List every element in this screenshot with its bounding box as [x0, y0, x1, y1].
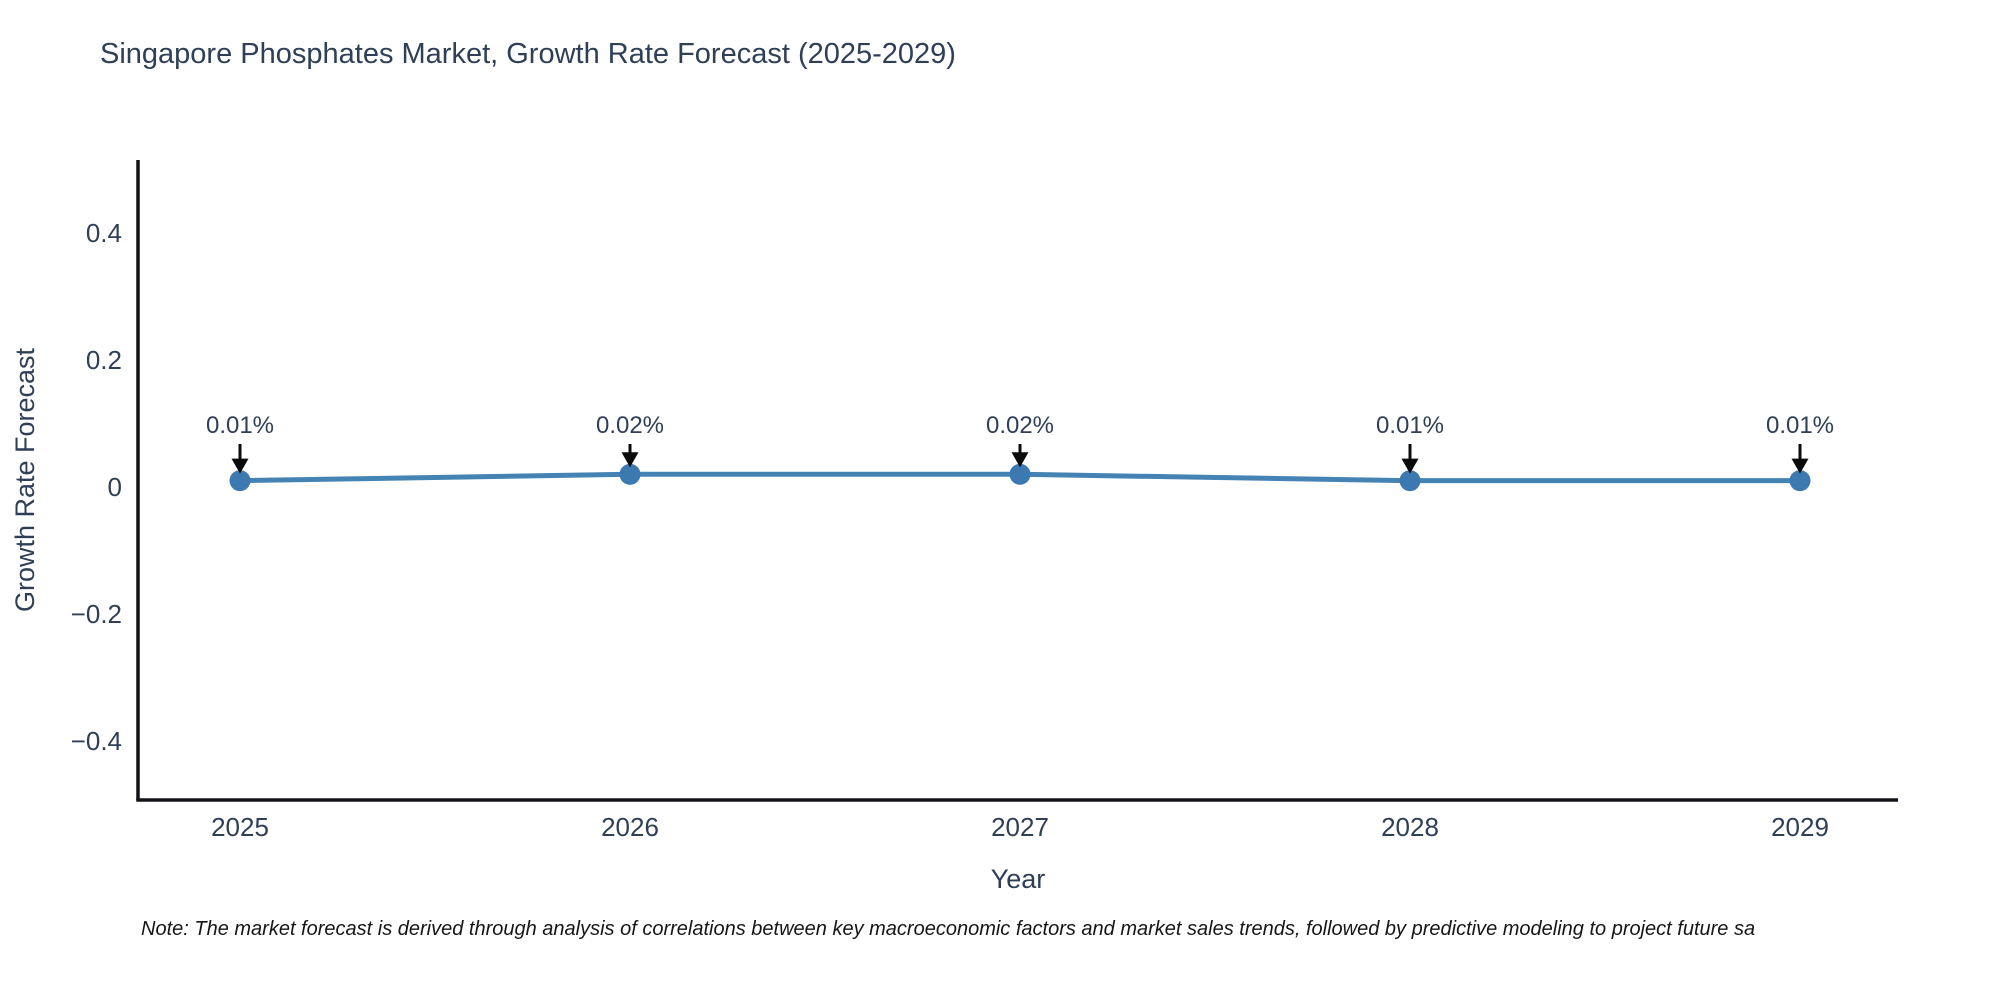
point-annotation-label: 0.02% — [986, 412, 1054, 439]
annotation-arrow-head — [1401, 458, 1419, 474]
annotation-arrow-head — [1791, 458, 1809, 474]
annotation-arrow-head — [1011, 452, 1029, 468]
x-tick-label: 2026 — [601, 812, 659, 842]
x-tick-label: 2029 — [1771, 812, 1829, 842]
x-axis-title: Year — [991, 864, 1046, 894]
point-annotation-label: 0.01% — [1766, 412, 1834, 439]
annotation-arrow-head — [231, 458, 249, 474]
data-point-marker — [229, 470, 251, 492]
x-tick-label: 2027 — [991, 812, 1049, 842]
footnote: Note: The market forecast is derived thr… — [141, 918, 1756, 940]
data-point-marker — [1009, 463, 1031, 485]
point-annotation-label: 0.01% — [1376, 412, 1444, 439]
x-tick-label: 2028 — [1381, 812, 1439, 842]
x-tick-label: 2025 — [211, 812, 269, 842]
data-point-marker — [619, 463, 641, 485]
data-point-marker — [1399, 470, 1421, 492]
y-tick-label: −0.2 — [71, 599, 122, 629]
y-tick-label: 0 — [108, 472, 122, 502]
point-annotation-label: 0.01% — [206, 412, 274, 439]
y-tick-label: 0.2 — [86, 345, 122, 375]
data-point-marker — [1789, 470, 1811, 492]
y-tick-label: −0.4 — [71, 726, 122, 756]
y-axis-title: Growth Rate Forecast — [10, 347, 40, 612]
chart-title: Singapore Phosphates Market, Growth Rate… — [100, 38, 956, 70]
y-tick-label: 0.4 — [86, 218, 122, 248]
point-annotation-label: 0.02% — [596, 412, 664, 439]
annotation-arrow-head — [621, 452, 639, 468]
